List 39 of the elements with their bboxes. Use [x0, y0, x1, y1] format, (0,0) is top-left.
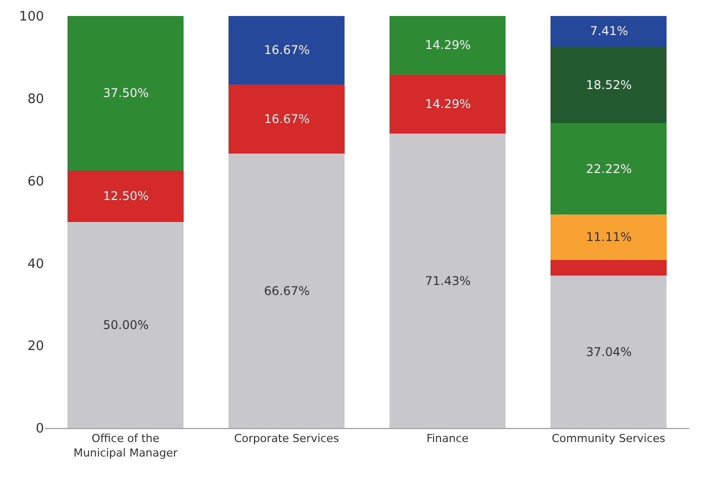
- data-label: 22.22%: [586, 162, 632, 176]
- bar: [228, 16, 344, 85]
- bar: [228, 153, 344, 428]
- data-label: 16.67%: [264, 43, 310, 57]
- bar: [228, 84, 344, 154]
- data-label: 37.04%: [586, 345, 632, 359]
- x-tick-label: Community Services: [552, 432, 666, 446]
- data-label: 66.67%: [264, 284, 310, 298]
- bar: [68, 16, 184, 170]
- bar: [390, 134, 506, 428]
- y-tick-label: 20: [27, 339, 44, 354]
- data-label: 12.50%: [103, 189, 149, 203]
- bar: [550, 214, 666, 260]
- bar: [390, 16, 506, 75]
- data-label: 7.41%: [590, 24, 628, 38]
- data-label: 18.52%: [586, 78, 632, 92]
- data-label: 37.50%: [103, 86, 149, 100]
- x-tick-label: Office of the Municipal Manager: [73, 432, 178, 460]
- data-label: 50.00%: [103, 318, 149, 332]
- bar: [550, 122, 666, 214]
- y-tick-label: 40: [27, 256, 44, 272]
- data-label: 16.67%: [264, 112, 310, 126]
- bar: [550, 16, 666, 47]
- data-label: 14.29%: [425, 38, 471, 52]
- bar: [550, 260, 666, 276]
- y-tick-label: 0: [36, 422, 44, 437]
- y-tick-label: 100: [19, 10, 44, 25]
- data-label: 11.11%: [586, 230, 632, 244]
- bar: [68, 222, 184, 428]
- y-tick-label: 80: [27, 92, 44, 107]
- y-tick-label: 60: [27, 174, 44, 190]
- bar: [550, 275, 666, 428]
- data-label: 14.29%: [425, 97, 471, 111]
- bar: [68, 170, 184, 222]
- bar: [390, 74, 506, 134]
- bar: [550, 46, 666, 123]
- x-tick-label: Finance: [426, 432, 469, 446]
- x-tick-label: Corporate Services: [234, 432, 340, 446]
- data-label: 71.43%: [425, 274, 471, 288]
